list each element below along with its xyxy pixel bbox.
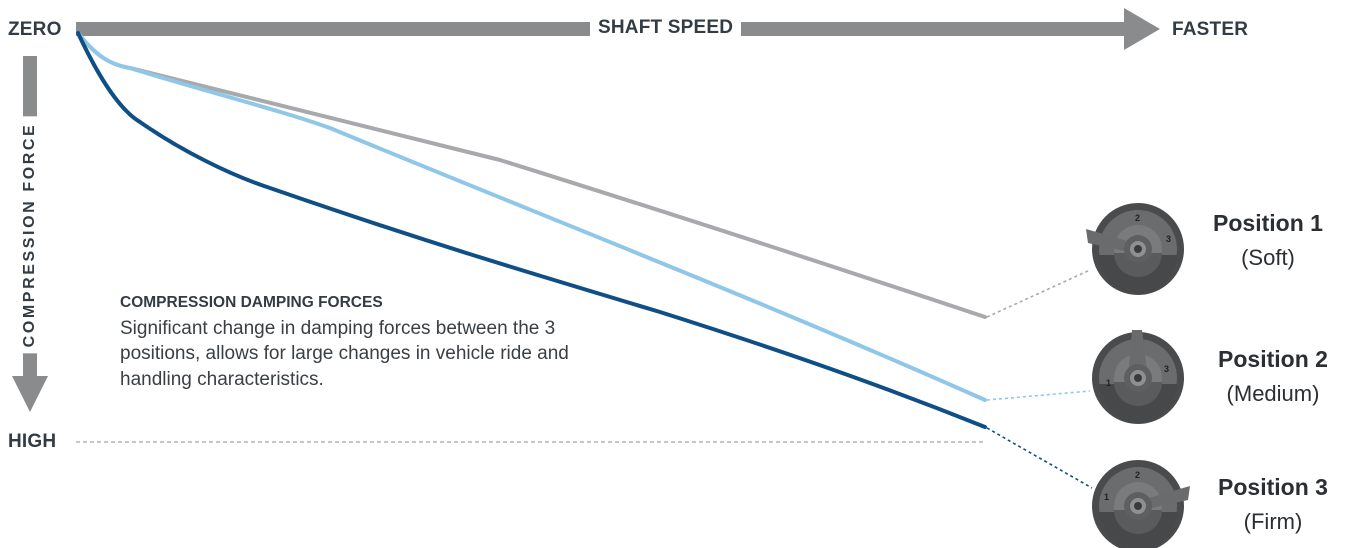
x-axis-end-label: FASTER	[1172, 19, 1249, 40]
position-name: Position 2	[1218, 346, 1328, 372]
y-axis-end-label: HIGH	[8, 431, 57, 452]
y-axis-label-wrapper: COMPRESSION FORCE	[0, 116, 60, 354]
annotation-note: COMPRESSION DAMPING FORCES Significant c…	[120, 294, 590, 392]
dial-number-3: 3	[1164, 364, 1169, 374]
dial-number-1: 1	[1106, 378, 1111, 388]
x-axis-label: SHAFT SPEED	[590, 17, 742, 39]
connector-position-3	[986, 427, 1093, 489]
position-2-label: Position 2 (Medium)	[1188, 346, 1347, 407]
position-name: Position 3	[1218, 474, 1328, 500]
position-desc: (Firm)	[1243, 509, 1303, 534]
position-name: Position 1	[1213, 210, 1323, 236]
dial-number-2: 2	[1135, 213, 1140, 223]
curve-position-2-medium	[76, 31, 987, 402]
arrow-right-icon	[1124, 8, 1160, 50]
connector-position-2	[986, 390, 1091, 401]
y-axis-label: COMPRESSION FORCE	[21, 116, 39, 354]
dial-number-2: 2	[1135, 470, 1140, 480]
position-3-label: Position 3 (Firm)	[1188, 474, 1347, 535]
note-body: Significant change in damping forces bet…	[120, 318, 569, 390]
knob-position-2-icon: 1 3	[1092, 330, 1184, 424]
dial-number-1: 1	[1104, 492, 1109, 502]
position-desc: (Medium)	[1226, 381, 1320, 406]
arrow-down-icon	[12, 376, 48, 412]
position-desc: (Soft)	[1241, 245, 1295, 270]
origin-label: ZERO	[8, 19, 62, 40]
dial-number-3: 3	[1166, 234, 1171, 244]
knob-position-3-icon: 1 2	[1092, 460, 1190, 548]
note-title: COMPRESSION DAMPING FORCES	[120, 294, 383, 311]
position-1-label: Position 1 (Soft)	[1183, 210, 1347, 271]
connector-position-1	[986, 269, 1091, 318]
knob-position-1-icon: 2 3	[1086, 203, 1184, 295]
curve-position-3-firm	[76, 31, 987, 429]
